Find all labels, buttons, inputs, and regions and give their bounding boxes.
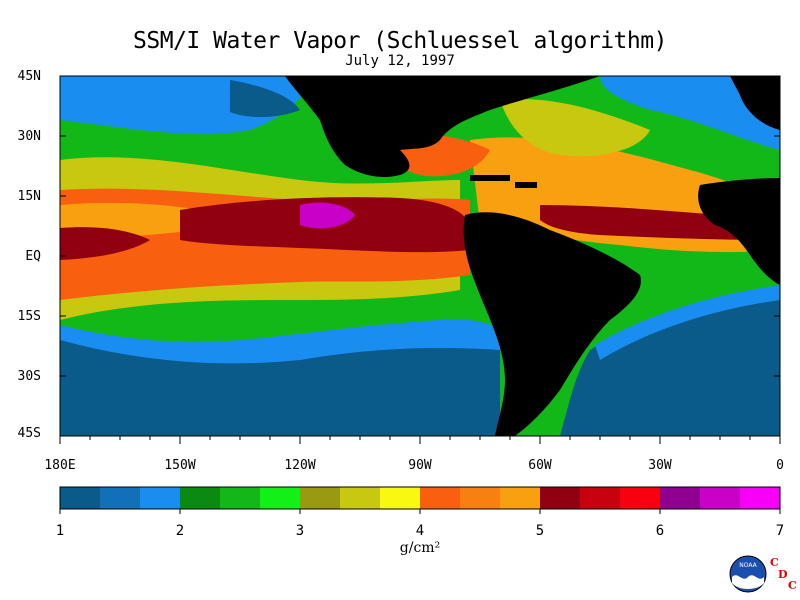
- colorbar-label-1: 1: [55, 523, 65, 539]
- colorbar-swatch: [460, 487, 501, 509]
- colorbar-swatch: [140, 487, 181, 509]
- land-north-america: [285, 76, 600, 177]
- longitude-ticks: [59, 436, 781, 444]
- logo-letter-c1: C: [770, 556, 779, 569]
- logo-letter-c2: C: [788, 579, 797, 592]
- map-date: July 12, 1997: [345, 53, 455, 69]
- lat-label-15s: 15S: [17, 309, 41, 324]
- lat-label-45n: 45N: [17, 69, 41, 84]
- colorbar-swatch: [260, 487, 301, 509]
- colorbar-ticks: [59, 509, 781, 514]
- map-title: SSM/I Water Vapor (Schluessel algorithm): [133, 28, 667, 54]
- lat-label-45s: 45S: [17, 426, 41, 441]
- colorbar-swatch: [380, 487, 421, 509]
- latitude-ticks: [60, 75, 780, 437]
- colorbar-swatch: [60, 487, 101, 509]
- lat-label-eq: EQ: [25, 249, 41, 264]
- logo-letter-d: D: [778, 568, 788, 581]
- colorbar-swatch: [500, 487, 541, 509]
- colorbar-swatch: [420, 487, 461, 509]
- colorbar-label-5: 5: [535, 523, 545, 539]
- colorbar-swatch: [340, 487, 381, 509]
- vapor-band-npac-low: [230, 80, 300, 118]
- lon-label-120w: 120W: [284, 458, 316, 473]
- lon-label-180e: 180E: [44, 458, 76, 473]
- colorbar-swatch: [180, 487, 221, 509]
- colorbar-label-6: 6: [655, 523, 665, 539]
- vapor-band-natl: [600, 76, 780, 150]
- colorbar-swatch: [300, 487, 341, 509]
- noaa-cdc-logo: NOAA C D C: [729, 555, 797, 593]
- vapor-band-itcz-west: [60, 227, 150, 260]
- colorbar-swatch: [700, 487, 741, 509]
- noaa-emblem-text: NOAA: [739, 562, 757, 569]
- vapor-band-south-mid: [60, 319, 500, 364]
- lat-label-30n: 30N: [17, 129, 41, 144]
- colorbar-swatch: [220, 487, 261, 509]
- land-africa: [698, 178, 780, 285]
- land-cuba: [470, 175, 510, 181]
- colorbar-label-7: 7: [775, 523, 785, 539]
- lon-label-0: 0: [776, 458, 784, 473]
- colorbar-swatch: [740, 487, 781, 509]
- land-europe: [730, 76, 780, 130]
- colorbar-swatch: [620, 487, 661, 509]
- colorbar: [59, 486, 781, 510]
- vapor-band-atl-yellow: [500, 99, 650, 157]
- colorbar-swatch: [660, 487, 701, 509]
- vapor-band-satl: [560, 290, 780, 436]
- colorbar-label-3: 3: [295, 523, 305, 539]
- lon-label-90w: 90W: [408, 458, 432, 473]
- vapor-band-satl-mid: [595, 285, 780, 360]
- vapor-band-atl-itcz: [540, 205, 780, 240]
- lat-label-15n: 15N: [17, 189, 41, 204]
- land-south-america: [463, 212, 641, 436]
- lat-label-30s: 30S: [17, 369, 41, 384]
- colorbar-units: g/cm²: [399, 540, 441, 556]
- lon-label-60w: 60W: [528, 458, 552, 473]
- colorbar-swatch: [540, 487, 581, 509]
- lon-label-30w: 30W: [648, 458, 672, 473]
- colorbar-label-2: 2: [175, 523, 185, 539]
- vapor-band-itcz-peak: [300, 202, 355, 229]
- colorbar-label-4: 4: [415, 523, 425, 539]
- lon-label-150w: 150W: [164, 458, 196, 473]
- colorbar-swatch: [580, 487, 621, 509]
- land-hispaniola: [515, 182, 537, 188]
- colorbar-swatch: [100, 487, 141, 509]
